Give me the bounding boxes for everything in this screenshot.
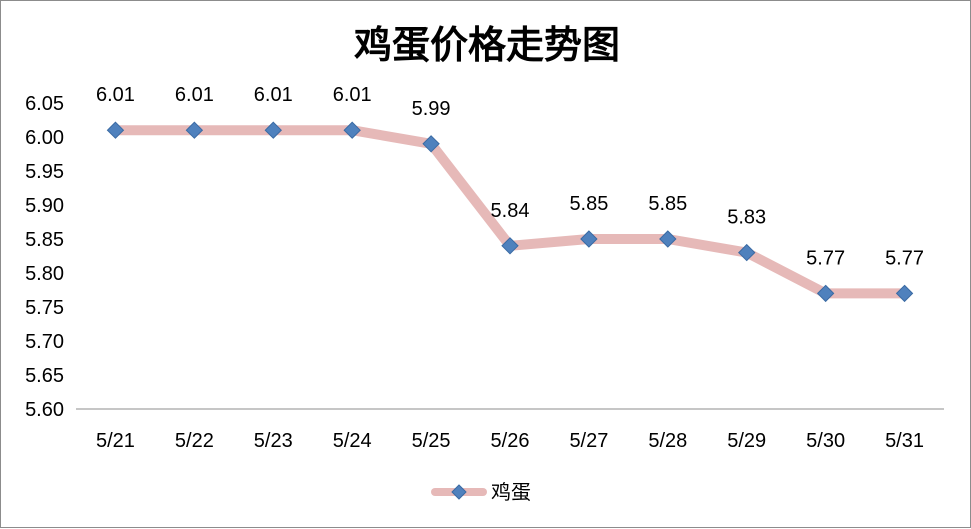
data-point-marker bbox=[816, 284, 835, 303]
x-tick-label: 5/28 bbox=[648, 430, 687, 452]
data-label: 5.84 bbox=[491, 200, 530, 222]
y-tick-label: 5.85 bbox=[25, 229, 64, 251]
y-tick-label: 5.60 bbox=[25, 399, 64, 421]
data-label: 5.85 bbox=[569, 193, 608, 215]
legend-label: 鸡蛋 bbox=[491, 480, 531, 504]
x-axis-ticks: 5/21 5/22 5/23 5/24 5/25 5/26 5/27 5/28 5/29 5/30… bbox=[96, 430, 924, 452]
y-tick-label: 5.80 bbox=[25, 263, 64, 285]
data-label: 5.83 bbox=[727, 207, 766, 229]
x-tick-label: 5/30 bbox=[806, 430, 845, 452]
data-point-marker bbox=[106, 121, 125, 139]
chart-title: 鸡蛋价格走势图 bbox=[353, 22, 620, 67]
data-label: 5.99 bbox=[412, 98, 451, 120]
data-label: 5.85 bbox=[648, 193, 687, 215]
data-label: 6.01 bbox=[333, 84, 372, 106]
y-axis-ticks: 5.60 5.65 5.70 5.75 5.80 5.85 5.90 5.95 6.00 6.05 bbox=[25, 93, 64, 421]
legend-marker-swatch bbox=[451, 484, 467, 500]
legend: 鸡蛋 bbox=[431, 480, 531, 504]
x-tick-label: 5/21 bbox=[96, 430, 135, 452]
x-tick-label: 5/22 bbox=[175, 430, 214, 452]
data-label: 5.77 bbox=[806, 247, 845, 269]
data-label: 6.01 bbox=[96, 84, 135, 106]
series-egg bbox=[106, 121, 914, 303]
data-point-marker bbox=[422, 135, 440, 153]
x-tick-label: 5/27 bbox=[569, 430, 608, 452]
x-tick-label: 5/25 bbox=[412, 430, 451, 452]
x-tick-label: 5/24 bbox=[333, 430, 372, 452]
data-point-marker bbox=[580, 230, 598, 248]
y-tick-label: 5.90 bbox=[25, 195, 64, 217]
data-point-marker bbox=[659, 230, 677, 248]
data-point-marker bbox=[738, 243, 756, 262]
x-tick-label: 5/26 bbox=[491, 430, 530, 452]
y-tick-label: 6.00 bbox=[25, 127, 64, 149]
data-label: 6.01 bbox=[254, 84, 293, 106]
data-labels: 6.01 6.01 6.01 6.01 5.99 5.84 5.85 5.85 5.83 5.77… bbox=[96, 84, 924, 269]
data-point-marker bbox=[343, 121, 361, 139]
data-label: 5.77 bbox=[885, 247, 924, 269]
data-point-marker bbox=[895, 284, 914, 303]
data-point-marker bbox=[501, 237, 519, 255]
y-tick-label: 6.05 bbox=[25, 93, 64, 115]
data-point-marker bbox=[185, 121, 204, 139]
y-tick-label: 5.70 bbox=[25, 331, 64, 353]
data-point-marker bbox=[264, 121, 282, 139]
y-tick-label: 5.65 bbox=[25, 365, 64, 387]
x-tick-label: 5/23 bbox=[254, 430, 293, 452]
x-tick-label: 5/29 bbox=[727, 430, 766, 452]
x-tick-label: 5/31 bbox=[885, 430, 924, 452]
y-tick-label: 5.95 bbox=[25, 161, 64, 183]
data-label: 6.01 bbox=[175, 84, 214, 106]
y-tick-label: 5.75 bbox=[25, 297, 64, 319]
